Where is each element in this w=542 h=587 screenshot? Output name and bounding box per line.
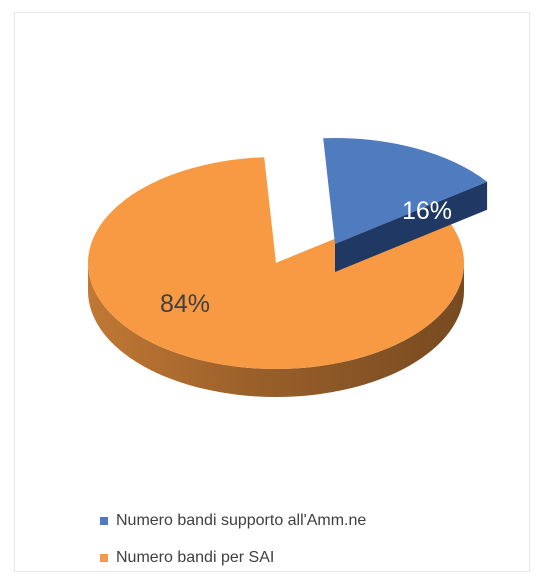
legend-item-sai: Numero bandi per SAI <box>100 545 366 571</box>
legend: Numero bandi supporto all'Amm.ne Numero … <box>100 508 366 582</box>
pie-slice-supporto-top <box>323 138 488 244</box>
data-label-sai: 84% <box>160 290 210 318</box>
legend-item-supporto: Numero bandi supporto all'Amm.ne <box>100 508 366 534</box>
legend-swatch-supporto <box>100 517 108 525</box>
legend-label-sai: Numero bandi per SAI <box>116 549 275 566</box>
pie-slice-supporto <box>323 138 488 272</box>
pie-slice-sai-top <box>87 157 464 370</box>
pie-slice-supporto-side <box>335 181 488 272</box>
pie-slice-sai-side <box>88 263 464 397</box>
legend-label-supporto: Numero bandi supporto all'Amm.ne <box>116 512 367 529</box>
data-label-supporto: 16% <box>402 197 452 225</box>
legend-swatch-sai <box>100 554 108 562</box>
